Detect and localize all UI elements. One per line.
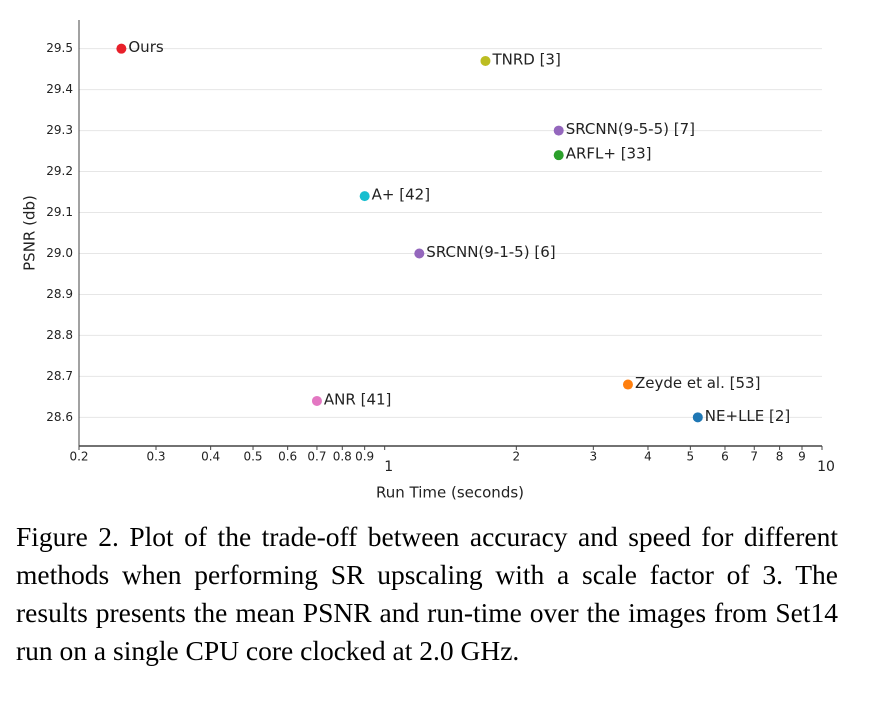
point-label: NE+LLE [2] xyxy=(705,407,790,425)
x-tick-label: 5 xyxy=(687,450,695,464)
y-tick-label: 28.7 xyxy=(46,369,73,383)
x-tick-label: 1 xyxy=(384,459,393,475)
y-tick-label: 29.1 xyxy=(46,205,73,219)
y-tick-label: 29.3 xyxy=(46,123,73,137)
x-tick-label: 0.6 xyxy=(278,450,297,464)
y-tick-label: 29.0 xyxy=(46,246,73,260)
y-axis-title: PSNR (db) xyxy=(21,195,39,271)
point-label: ANR [41] xyxy=(324,390,391,408)
chart: Run Time (seconds) PSNR (db) 29.5 29.4 29.… xyxy=(21,20,835,502)
x-tick-label: 4 xyxy=(644,450,652,464)
x-tick-label: 10 xyxy=(817,459,835,475)
x-tick-label: 3 xyxy=(590,450,598,464)
y-tick-label: 28.9 xyxy=(46,287,73,301)
x-tick-label: 2 xyxy=(513,450,521,464)
point xyxy=(311,395,322,406)
point xyxy=(553,125,564,136)
x-tick-label: 6 xyxy=(721,450,729,464)
x-tick-label: 9 xyxy=(798,450,806,464)
point xyxy=(622,379,633,390)
x-axis-title: Run Time (seconds) xyxy=(376,484,524,502)
x-tick-label: 0.8 xyxy=(333,450,352,464)
point-label: ARFL+ [33] xyxy=(566,145,652,163)
y-tick-label: 29.2 xyxy=(46,164,73,178)
point-label: SRCNN(9-1-5) [6] xyxy=(426,243,555,261)
point-label: A+ [42] xyxy=(372,186,430,204)
x-tick-label: 8 xyxy=(776,450,784,464)
point-label: SRCNN(9-5-5) [7] xyxy=(566,120,695,138)
point xyxy=(116,43,127,54)
point-label: Ours xyxy=(128,38,163,56)
y-tick-label: 29.4 xyxy=(46,82,73,96)
y-tick-label: 29.5 xyxy=(46,41,73,55)
y-tick-label: 28.8 xyxy=(46,328,73,342)
point xyxy=(480,55,491,66)
point-label: TNRD [3] xyxy=(491,50,560,68)
point xyxy=(692,412,703,423)
point xyxy=(414,248,425,259)
x-tick-label: 0.7 xyxy=(307,450,326,464)
point xyxy=(359,191,370,202)
x-tick-label: 7 xyxy=(750,450,758,464)
point xyxy=(553,150,564,161)
x-tick-label: 0.2 xyxy=(69,450,88,464)
y-tick-label: 28.6 xyxy=(46,410,73,424)
caption: Figure 2. Plot of the trade-off between … xyxy=(16,521,838,666)
x-tick-label: 0.9 xyxy=(355,450,374,464)
x-tick-label: 0.3 xyxy=(146,450,165,464)
x-tick-label: 0.4 xyxy=(201,450,220,464)
point-label: Zeyde et al. [53] xyxy=(635,374,760,392)
x-tick-label: 0.5 xyxy=(243,450,262,464)
